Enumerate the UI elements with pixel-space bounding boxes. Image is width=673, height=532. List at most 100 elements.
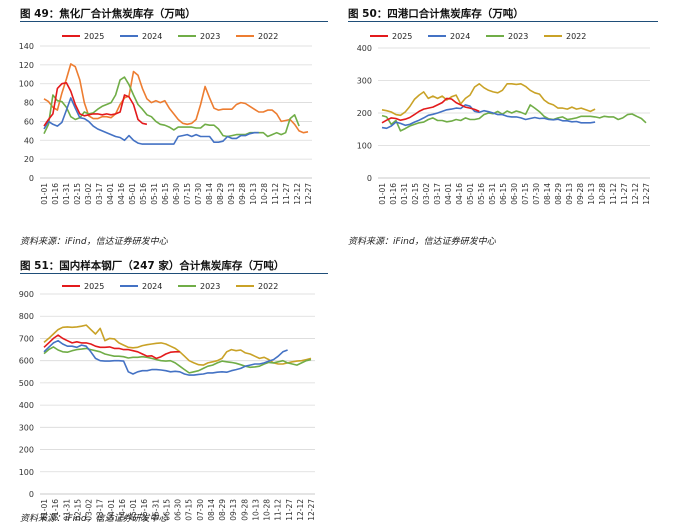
source-note: 资料来源：iFind，信达证券研发中心 xyxy=(20,514,168,524)
x-tick-label: 05-16 xyxy=(139,183,148,205)
x-tick-label: 12-12 xyxy=(296,499,305,521)
x-tick-label: 08-29 xyxy=(216,183,225,205)
y-tick-label: 40 xyxy=(24,136,34,145)
y-tick-label: 900 xyxy=(19,290,34,299)
x-tick-label: 07-15 xyxy=(521,183,530,205)
title-rule xyxy=(348,21,658,22)
legend-label: 2023 xyxy=(508,32,528,41)
x-tick-label: 04-01 xyxy=(106,183,115,205)
y-tick-label: 80 xyxy=(24,99,34,108)
legend-label: 2025 xyxy=(84,282,104,291)
y-tick-label: 500 xyxy=(19,379,34,388)
y-tick-label: 700 xyxy=(19,334,34,343)
x-tick-label: 06-30 xyxy=(172,183,181,205)
y-tick-label: 0 xyxy=(29,490,34,499)
x-tick-label: 09-13 xyxy=(227,183,236,205)
x-tick-label: 05-16 xyxy=(140,499,149,521)
y-tick-label: 140 xyxy=(19,42,34,51)
legend-label: 2022 xyxy=(258,282,278,291)
inventory-line-chart: 0 100 200 300 400 500 600 700 800 900 01-01 01-16 01… xyxy=(19,282,316,521)
x-tick-label: 04-16 xyxy=(455,183,464,205)
x-tick-label: 04-01 xyxy=(444,183,453,205)
x-tick-label: 01-01 xyxy=(40,499,49,521)
source-note: 资料来源：iFind，信达证券研发中心 xyxy=(20,237,168,247)
x-tick-label: 01-01 xyxy=(40,183,49,205)
x-tick-label: 01-31 xyxy=(400,183,409,205)
series-line-2025 xyxy=(43,334,180,360)
y-tick-label: 300 xyxy=(357,77,372,86)
x-tick-label: 12-27 xyxy=(642,183,651,205)
x-tick-label: 08-14 xyxy=(543,183,552,205)
x-tick-label: 04-01 xyxy=(107,499,116,521)
series-line-2024 xyxy=(43,339,288,376)
y-tick-label: 0 xyxy=(367,174,372,183)
x-tick-label: 03-17 xyxy=(95,183,104,205)
x-tick-label: 12-27 xyxy=(304,183,313,205)
inventory-line-chart: 0 100 200 300 400 01-01 01-16 01-31 02-15 03-02 03… xyxy=(357,32,651,205)
title-rule xyxy=(20,273,328,274)
x-tick-label: 11-12 xyxy=(274,499,283,521)
x-tick-label: 01-31 xyxy=(62,183,71,205)
x-tick-label: 07-15 xyxy=(185,499,194,521)
x-tick-label: 06-30 xyxy=(510,183,519,205)
legend-label: 2024 xyxy=(142,282,162,291)
figure-title: 图 50：四港口合计焦炭库存（万吨） xyxy=(348,8,524,20)
legend-label: 2022 xyxy=(566,32,586,41)
x-tick-label: 05-31 xyxy=(488,183,497,205)
x-tick-label: 08-29 xyxy=(218,499,227,521)
y-tick-label: 100 xyxy=(357,142,372,151)
x-tick-label: 05-01 xyxy=(466,183,475,205)
series-line-2022 xyxy=(43,324,312,366)
series-line-2025 xyxy=(43,81,148,127)
chart-panel-51: 图 51：国内样本钢厂（247 家）合计焦炭库存（万吨） 0 100 200 300 4… xyxy=(0,254,330,532)
series-line-2022 xyxy=(43,63,309,134)
figure-title: 图 51：国内样本钢厂（247 家）合计焦炭库存（万吨） xyxy=(20,260,285,272)
x-tick-label: 02-15 xyxy=(73,499,82,521)
x-tick-label: 03-02 xyxy=(84,183,93,205)
x-tick-label: 01-16 xyxy=(389,183,398,205)
x-tick-label: 12-27 xyxy=(307,499,316,521)
y-tick-label: 400 xyxy=(19,401,34,410)
series-line-2023 xyxy=(381,104,647,132)
x-tick-label: 12-12 xyxy=(631,183,640,205)
x-tick-label: 09-13 xyxy=(229,499,238,521)
legend-label: 2023 xyxy=(200,32,220,41)
x-tick-label: 11-27 xyxy=(620,183,629,205)
x-tick-label: 11-12 xyxy=(609,183,618,205)
series-line-2024 xyxy=(43,97,259,145)
legend-label: 2024 xyxy=(142,32,162,41)
legend-label: 2025 xyxy=(84,32,104,41)
y-tick-label: 600 xyxy=(19,357,34,366)
x-tick-label: 07-30 xyxy=(532,183,541,205)
y-tick-label: 0 xyxy=(29,174,34,183)
y-tick-label: 400 xyxy=(357,44,372,53)
x-tick-label: 05-16 xyxy=(477,183,486,205)
x-tick-label: 10-28 xyxy=(263,499,272,521)
x-tick-label: 03-17 xyxy=(433,183,442,205)
legend-label: 2022 xyxy=(258,32,278,41)
x-tick-label: 01-16 xyxy=(51,499,60,521)
legend-label: 2025 xyxy=(392,32,412,41)
x-tick-label: 08-14 xyxy=(205,183,214,205)
x-tick-label: 10-13 xyxy=(587,183,596,205)
series-line-2022 xyxy=(381,82,596,117)
title-rule xyxy=(20,21,328,22)
x-tick-label: 04-16 xyxy=(118,499,127,521)
x-tick-label: 03-17 xyxy=(96,499,105,521)
x-tick-label: 11-27 xyxy=(285,499,294,521)
x-tick-label: 09-28 xyxy=(240,499,249,521)
x-tick-label: 01-31 xyxy=(62,499,71,521)
y-tick-label: 100 xyxy=(19,80,34,89)
y-tick-label: 200 xyxy=(357,109,372,118)
x-tick-label: 06-15 xyxy=(499,183,508,205)
x-tick-label: 09-28 xyxy=(238,183,247,205)
x-tick-label: 05-01 xyxy=(128,183,137,205)
y-tick-label: 60 xyxy=(24,117,34,126)
chart-panel-50: 图 50：四港口合计焦炭库存（万吨） 0 100 200 300 400 01-01 01-… xyxy=(338,0,673,250)
x-tick-label: 05-31 xyxy=(150,183,159,205)
figure-title: 图 49：焦化厂合计焦炭库存（万吨） xyxy=(20,8,196,20)
x-tick-label: 11-12 xyxy=(271,183,280,205)
x-tick-label: 10-13 xyxy=(251,499,260,521)
x-tick-label: 10-28 xyxy=(260,183,269,205)
